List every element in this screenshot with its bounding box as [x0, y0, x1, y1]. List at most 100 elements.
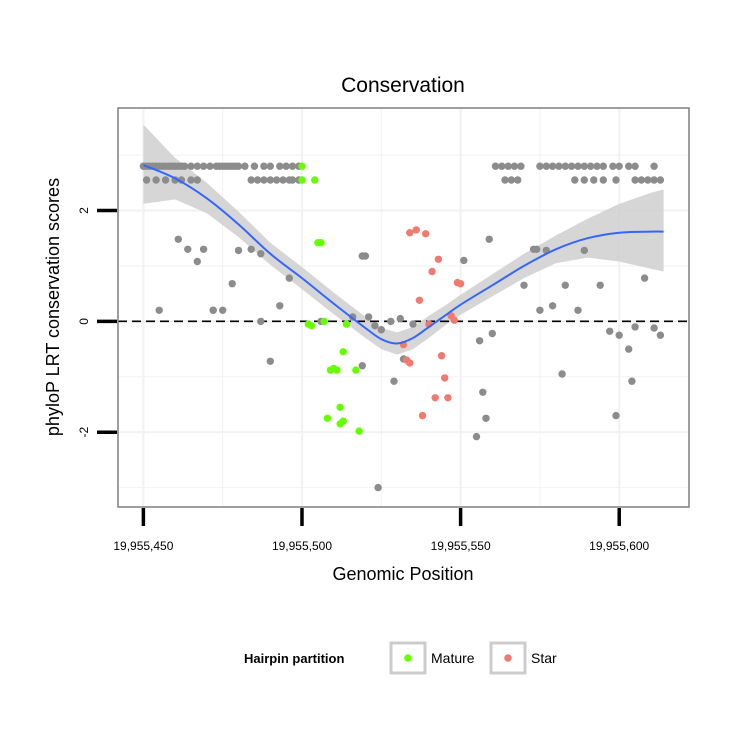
- data-point-other: [520, 281, 528, 289]
- data-point-star: [406, 229, 414, 237]
- data-point-other: [276, 302, 284, 310]
- data-point-other: [637, 176, 646, 184]
- data-point-other: [361, 252, 370, 260]
- data-point-other: [507, 176, 516, 184]
- data-point-other: [396, 314, 404, 323]
- data-point-other: [219, 306, 227, 314]
- data-point-other: [580, 246, 588, 255]
- data-point-other: [460, 256, 468, 265]
- data-point-star: [428, 267, 436, 276]
- confidence-ribbon: [143, 124, 664, 355]
- data-point-other: [288, 162, 297, 170]
- data-point-other: [234, 246, 243, 255]
- y-axis-title: phyloP LRT conservation scores: [43, 178, 63, 436]
- data-point-other: [266, 162, 274, 170]
- data-point-other: [612, 411, 620, 420]
- data-point-other: [155, 306, 163, 314]
- data-point-other: [228, 280, 236, 288]
- data-point-other: [548, 162, 557, 170]
- data-point-other: [650, 176, 658, 184]
- data-point-other: [574, 306, 582, 314]
- data-point-other: [498, 162, 506, 170]
- data-point-other: [247, 176, 255, 184]
- data-point-other: [587, 162, 595, 170]
- data-point-other: [279, 176, 287, 184]
- data-point-other: [209, 306, 217, 314]
- smooth-trend-line: [143, 164, 664, 345]
- data-point-other: [180, 162, 189, 170]
- data-point-other: [580, 162, 588, 170]
- data-point-other: [260, 176, 268, 184]
- data-point-other: [472, 432, 481, 441]
- data-point-other: [536, 306, 544, 314]
- legend-label-mature: Mature: [431, 650, 475, 666]
- x-tick-label: 19,955,450: [113, 539, 173, 553]
- x-tick-label: 19,955,600: [589, 539, 649, 553]
- data-point-other: [628, 377, 636, 385]
- data-point-mature: [323, 414, 332, 422]
- data-point-other: [558, 370, 566, 378]
- y-tick-label: -2: [77, 427, 91, 438]
- data-point-star: [441, 374, 449, 382]
- data-point-other: [536, 162, 544, 170]
- data-point-mature: [355, 427, 363, 435]
- data-point-other: [187, 162, 195, 170]
- chart-title: Conservation: [341, 74, 465, 97]
- data-point-mature: [333, 366, 341, 374]
- data-point-other: [650, 324, 658, 332]
- data-point-other: [542, 162, 550, 170]
- data-point-other: [161, 176, 170, 184]
- data-point-other: [631, 162, 639, 170]
- y-tick-label: 2: [77, 207, 91, 214]
- data-point-other: [282, 162, 290, 170]
- data-point-other: [247, 245, 255, 253]
- data-point-other: [475, 337, 484, 345]
- data-point-other: [377, 326, 385, 334]
- data-point-other: [533, 245, 541, 253]
- data-point-star: [422, 230, 430, 238]
- data-point-other: [485, 235, 493, 243]
- data-point-star: [415, 296, 424, 304]
- panel-border: [117, 107, 690, 508]
- data-point-other: [184, 245, 192, 253]
- data-point-star: [456, 280, 465, 288]
- data-point-mature: [298, 176, 306, 184]
- x-tick-label: 19,955,550: [431, 539, 491, 553]
- x-tick-label: 19,955,500: [272, 539, 332, 553]
- x-axis: 19,955,450 19,955,500 19,955,550 19,955,600: [113, 508, 650, 553]
- data-point-other: [206, 162, 214, 170]
- data-point-other: [580, 176, 588, 184]
- data-point-other: [234, 162, 243, 170]
- data-point-other: [510, 162, 519, 170]
- data-point-other: [482, 414, 490, 422]
- data-point-other: [371, 322, 379, 330]
- data-point-other: [387, 317, 395, 326]
- data-point-star: [418, 411, 427, 420]
- data-point-other: [358, 362, 366, 370]
- data-point-other: [596, 281, 604, 289]
- data-point-other: [612, 176, 620, 184]
- data-point-other: [504, 162, 512, 170]
- data-point-other: [656, 331, 665, 339]
- data-point-star: [444, 394, 452, 402]
- data-point-other: [561, 162, 569, 170]
- data-point-other: [501, 176, 509, 184]
- data-point-other: [260, 162, 268, 170]
- data-point-other: [514, 176, 522, 184]
- data-point-other: [599, 176, 607, 184]
- legend-star-dot: [504, 654, 512, 662]
- data-point-other: [276, 162, 284, 170]
- data-point-star: [437, 352, 446, 360]
- data-point-other: [199, 245, 208, 253]
- data-point-other: [253, 176, 262, 184]
- data-point-mature: [352, 366, 360, 374]
- data-point-other: [656, 176, 665, 184]
- data-point-other: [479, 388, 487, 396]
- data-point-other: [488, 329, 496, 338]
- series-mature: [298, 162, 363, 435]
- series-star: [399, 226, 465, 420]
- data-point-other: [640, 274, 649, 282]
- data-point-other: [615, 162, 623, 170]
- data-point-other: [174, 235, 182, 243]
